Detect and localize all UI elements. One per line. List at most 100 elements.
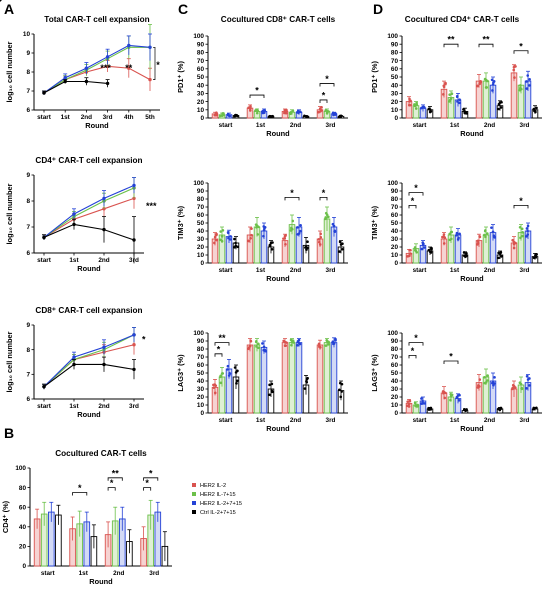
chart-a3-xtick-label: 1st [69, 403, 79, 410]
chart-c1-dot-her2-il-2 [317, 110, 320, 114]
chart-d1-dot-her2-il-7-15 [449, 97, 453, 100]
chart-c2-dot-her2-il-2-7-15 [299, 223, 302, 227]
chart-a1-point-her2-il-2-7-15 [105, 55, 110, 59]
chart-c2-xtick-label: 2nd [290, 267, 301, 274]
chart-d3-ytick-label: 30 [391, 386, 399, 393]
chart-c3-ytick-label: 40 [197, 378, 205, 385]
chart-d3-dot-her2-il-7-15 [519, 382, 523, 386]
chart-a3-line-her2-il-2 [43, 344, 135, 388]
chart-d1-dot-her2-il-2 [442, 85, 446, 89]
chart-d3-dot-her2-il-7-15 [413, 401, 417, 405]
chart-a1-point-her2-il-2-7-15 [127, 43, 131, 48]
chart-c3-dot-her2-il-2-7-15 [334, 339, 337, 342]
chart-d1-dot-her2-il-7-15 [413, 104, 417, 108]
chart-d3-dot-ctrl-il-2-7-15 [427, 408, 431, 411]
chart-c3-dot-her2-il-2-7-15 [261, 342, 264, 345]
chart-d2-dot-her2-il-7-15 [520, 227, 524, 231]
chart-d3-dot-her2-il-2-7-15 [420, 397, 423, 400]
chart-a3-point-ctrl-il-2-7-15 [102, 362, 106, 367]
panel-letter-c: C [178, 1, 188, 17]
chart-d3-sig-label: * [411, 346, 415, 356]
chart-c2-dot-her2-il-7-15 [256, 233, 260, 236]
chart-d3-dot-her2-il-2-7-15 [525, 374, 529, 378]
chart-c2-dot-ctrl-il-2-7-15 [268, 244, 272, 248]
chart-d3-ytick-label: 40 [391, 378, 399, 385]
chart-c1-xtick-label: 3rd [326, 122, 336, 129]
chart-a2-xtick-label: 1st [69, 257, 79, 264]
chart-d3-dot-ctrl-il-2-7-15 [535, 406, 538, 410]
chart-a1-point-her2-il-2-7-15 [84, 66, 89, 70]
chart-d2-dot-her2-il-7-15 [521, 231, 524, 234]
chart-c1-dot-her2-il-2-7-15 [297, 111, 300, 115]
chart-d3-dot-ctrl-il-2-7-15 [464, 409, 467, 413]
chart-a3-line-her2-il-2-7-15 [43, 334, 135, 388]
chart-c2-ytick-label: 10 [197, 252, 205, 259]
chart-a1-title: Total CAR-T cell expansion [44, 15, 149, 24]
chart-c3-bar-her2-il-2-7-15 [260, 346, 268, 414]
chart-d3-sig-bracket [408, 342, 424, 346]
chart-a1-ytick-label: 8 [26, 69, 30, 76]
chart-d2-dot-her2-il-2 [512, 240, 516, 244]
chart-c3-bar-her2-il-7-15 [288, 342, 296, 414]
chart-d3-dot-ctrl-il-2-7-15 [499, 407, 503, 410]
chart-a1-sig-label: *** [100, 63, 111, 73]
chart-d3-dot-her2-il-2-7-15 [492, 382, 496, 385]
chart-b-sig-bracket [143, 487, 152, 491]
chart-d2-dot-ctrl-il-2-7-15 [465, 252, 468, 255]
chart-d2-sig-label: * [519, 196, 523, 206]
chart-d3-xtick-label: start [413, 417, 428, 424]
chart-d3-dot-her2-il-2 [408, 399, 412, 403]
chart-c3-bar-her2-il-2 [316, 344, 324, 414]
chart-d1-dot-ctrl-il-2-7-15 [534, 110, 537, 114]
chart-a3-line-her2-il-7-15 [43, 334, 135, 388]
chart-c3-ytick-label: 80 [197, 346, 205, 353]
chart-d1-dot-her2-il-2 [409, 99, 412, 103]
chart-c2-dot-her2-il-2-7-15 [332, 224, 336, 228]
chart-c1-dot-her2-il-2-7-15 [331, 111, 335, 115]
chart-d2-ytick-label: 0 [394, 260, 398, 267]
chart-d3-xtick-label: 2nd [484, 417, 495, 424]
chart-d3-dot-her2-il-2-7-15 [528, 384, 531, 387]
chart-c2-dot-her2-il-2-7-15 [262, 225, 266, 228]
chart-a1-xtick-label: 4th [124, 114, 134, 121]
chart-c3-dot-ctrl-il-2-7-15 [303, 387, 307, 390]
chart-c3-sig-label: ** [218, 333, 226, 343]
chart-c1-sig-label: * [322, 90, 326, 100]
chart-d2-ylabel: TIM3⁺ (%) [370, 205, 379, 240]
chart-d1-dot-her2-il-2-7-15 [490, 78, 494, 82]
chart-c2-dot-her2-il-2 [317, 240, 321, 244]
chart-d3-xlabel: Round [460, 424, 484, 433]
chart-c2-xtick-label: 1st [256, 267, 266, 274]
chart-c3-dot-her2-il-7-15 [327, 343, 330, 346]
chart-c2-dot-ctrl-il-2-7-15 [338, 240, 342, 244]
chart-a3-ylabel: log₁₀ cell number [5, 331, 14, 392]
chart-c1-dot-her2-il-7-15 [255, 111, 259, 115]
chart-a2-line-ctrl-il-2-7-15 [43, 223, 135, 241]
chart-c3-ytick-label: 20 [197, 394, 205, 401]
chart-a1-xtick-label: 5th [145, 114, 155, 121]
chart-c1-ytick-label: 90 [197, 41, 205, 48]
chart-d3-dot-her2-il-7-15 [484, 381, 488, 384]
chart-c3-dot-ctrl-il-2-7-15 [339, 395, 343, 399]
chart-d1-xtick-label: 3rd [520, 122, 530, 129]
legend-label-her2-il-7-15: HER2 IL-7+15 [200, 492, 236, 498]
chart-d3-dot-her2-il-2 [406, 400, 409, 403]
chart-d1-ytick-label: 70 [391, 58, 399, 65]
chart-c1-dot-ctrl-il-2-7-15 [306, 115, 309, 119]
chart-d1-sig-label: ** [447, 35, 455, 45]
chart-c1-dot-her2-il-7-15 [325, 112, 329, 115]
chart-c2-dot-ctrl-il-2-7-15 [339, 243, 343, 246]
chart-c1-ytick-label: 0 [200, 115, 204, 122]
chart-d1-ytick-label: 40 [391, 82, 399, 89]
chart-d2-ytick-label: 50 [391, 220, 399, 227]
chart-c2-ytick-label: 0 [200, 260, 204, 267]
chart-d1-dot-her2-il-7-15 [483, 77, 487, 81]
chart-d3-sig-bracket [443, 360, 459, 364]
chart-d2-sig-label: * [411, 196, 415, 206]
chart-c1-dot-ctrl-il-2-7-15 [268, 114, 272, 118]
chart-c3-dot-ctrl-il-2-7-15 [268, 383, 271, 387]
chart-d2-dot-her2-il-7-15 [486, 232, 489, 235]
chart-a1-point-her2-il-2-7-15 [63, 76, 67, 80]
chart-c2-xlabel: Round [266, 274, 290, 283]
chart-c3-bar-her2-il-7-15 [253, 344, 261, 414]
